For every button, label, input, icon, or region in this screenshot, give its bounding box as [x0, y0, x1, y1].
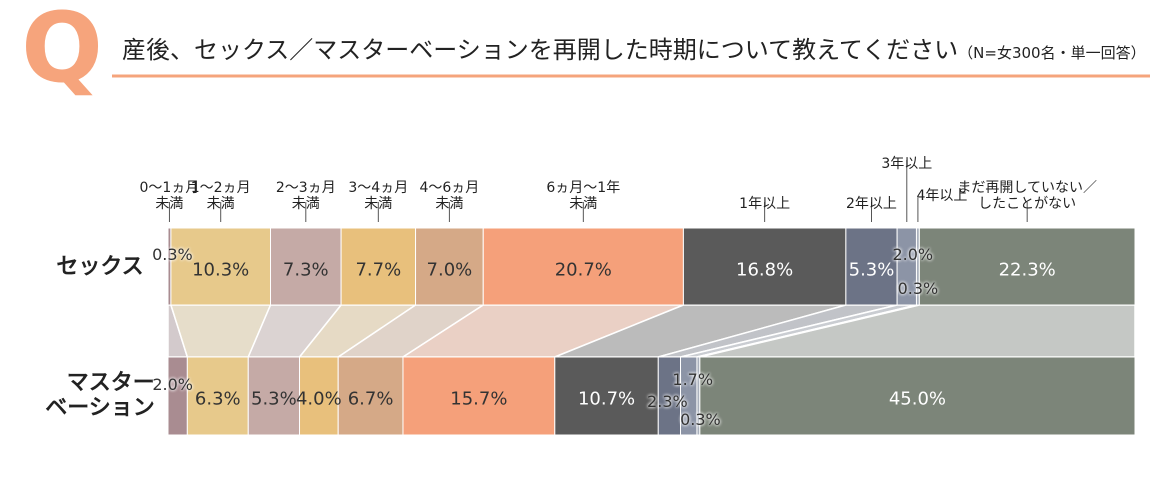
- bar-segment: [247, 356, 301, 436]
- legend-label: まだ再開していない／ したことがない: [957, 179, 1097, 212]
- value-label: 6.3%: [194, 388, 241, 410]
- bar-segment: [699, 356, 1136, 436]
- legend-label: 6ヵ月〜1年 未満: [546, 179, 621, 212]
- bar-segment: [845, 227, 898, 306]
- value-label: 7.3%: [282, 259, 329, 281]
- bar-segment: [167, 356, 188, 436]
- value-label: 2.0%: [152, 374, 193, 394]
- legend-label: 3〜4ヵ月 未満: [348, 179, 409, 212]
- value-label: 2.3%: [647, 391, 688, 411]
- value-label: 0.3%: [152, 244, 193, 264]
- value-label: 7.7%: [355, 259, 402, 281]
- value-label: 16.8%: [736, 259, 794, 281]
- value-label: 6.7%: [347, 388, 394, 410]
- bar-segment: [270, 227, 342, 306]
- legend-label: 4〜6ヵ月 未満: [419, 179, 480, 212]
- legend-label: 1〜2ヵ月 未満: [190, 179, 251, 212]
- bar-segment: [682, 227, 847, 306]
- legend-label: 2〜3ヵ月 未満: [275, 179, 336, 212]
- value-label: 7.0%: [426, 259, 473, 281]
- value-label: 20.7%: [554, 259, 612, 281]
- chart-title: 産後、セックス／マスターベーションを再開した時期について教えてください: [122, 36, 959, 64]
- value-label: 45.0%: [888, 388, 947, 410]
- q-icon: Q: [21, 0, 103, 104]
- legend-label: 3年以上: [881, 155, 933, 172]
- legend-label: 0〜1ヵ月 未満: [139, 179, 200, 212]
- legend-label: 4年以上: [916, 187, 968, 204]
- value-label: 22.3%: [998, 259, 1056, 281]
- legend-label: 2年以上: [846, 195, 897, 212]
- value-label: 15.7%: [450, 388, 508, 410]
- value-label: 0.3%: [897, 278, 939, 298]
- value-label: 4.0%: [295, 388, 342, 410]
- bar-segment: [340, 227, 417, 306]
- value-label: 2.0%: [892, 244, 934, 264]
- bar-segment: [918, 227, 1136, 306]
- value-label: 10.7%: [577, 388, 636, 410]
- title-row: 産後、セックス／マスターベーションを再開した時期について教えてください（N=女3…: [122, 30, 1146, 65]
- value-label: 5.3%: [251, 388, 297, 410]
- bar-segment: [170, 227, 272, 306]
- value-label: 10.3%: [192, 259, 250, 281]
- bar-segment: [554, 356, 659, 436]
- row-label: マスター ベーション: [45, 370, 155, 421]
- bar-segment: [337, 356, 404, 436]
- bar-segment: [186, 356, 249, 436]
- bar-segment: [415, 227, 484, 306]
- value-label: 0.3%: [680, 409, 721, 429]
- connector-band: [168, 305, 1135, 357]
- legend-label: 1年以上: [739, 195, 791, 212]
- row-label: セックス: [56, 253, 144, 279]
- value-label: 1.7%: [672, 369, 714, 389]
- bar-segment: [402, 356, 556, 436]
- chart-subtitle: （N=女300名・単一回答）: [958, 44, 1146, 62]
- value-label: 5.3%: [848, 259, 895, 281]
